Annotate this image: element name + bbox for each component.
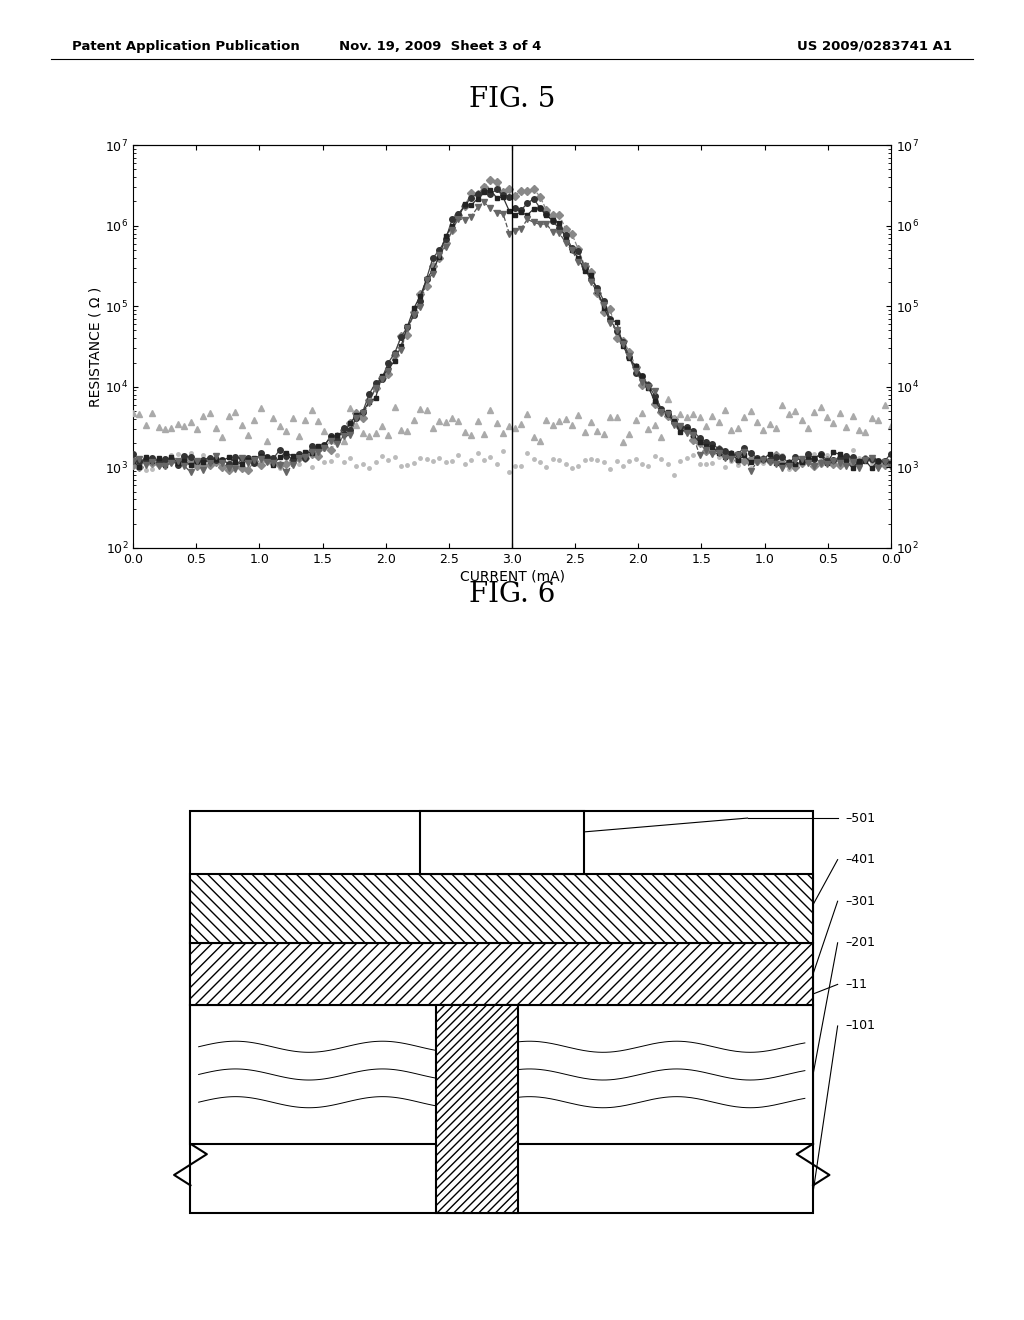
Y-axis label: RESISTANCE ( Ω ): RESISTANCE ( Ω ) — [88, 286, 102, 407]
Bar — [190, 810, 813, 1213]
Text: Patent Application Publication: Patent Application Publication — [72, 40, 299, 53]
Text: FIG. 6: FIG. 6 — [469, 581, 555, 607]
Text: –401: –401 — [846, 853, 876, 866]
Bar — [420, 810, 584, 874]
Bar — [190, 1006, 813, 1143]
X-axis label: CURRENT (mA): CURRENT (mA) — [460, 570, 564, 583]
Text: FIG. 5: FIG. 5 — [469, 86, 555, 112]
Text: –201: –201 — [846, 936, 876, 949]
Text: –501: –501 — [846, 812, 876, 825]
Text: –101: –101 — [846, 1019, 876, 1032]
Text: US 2009/0283741 A1: US 2009/0283741 A1 — [798, 40, 952, 53]
Text: –11: –11 — [846, 978, 867, 991]
Bar — [190, 942, 813, 1006]
Text: Nov. 19, 2009  Sheet 3 of 4: Nov. 19, 2009 Sheet 3 of 4 — [339, 40, 542, 53]
Text: –301: –301 — [846, 895, 876, 908]
Bar — [436, 1006, 518, 1213]
Bar — [190, 874, 813, 942]
